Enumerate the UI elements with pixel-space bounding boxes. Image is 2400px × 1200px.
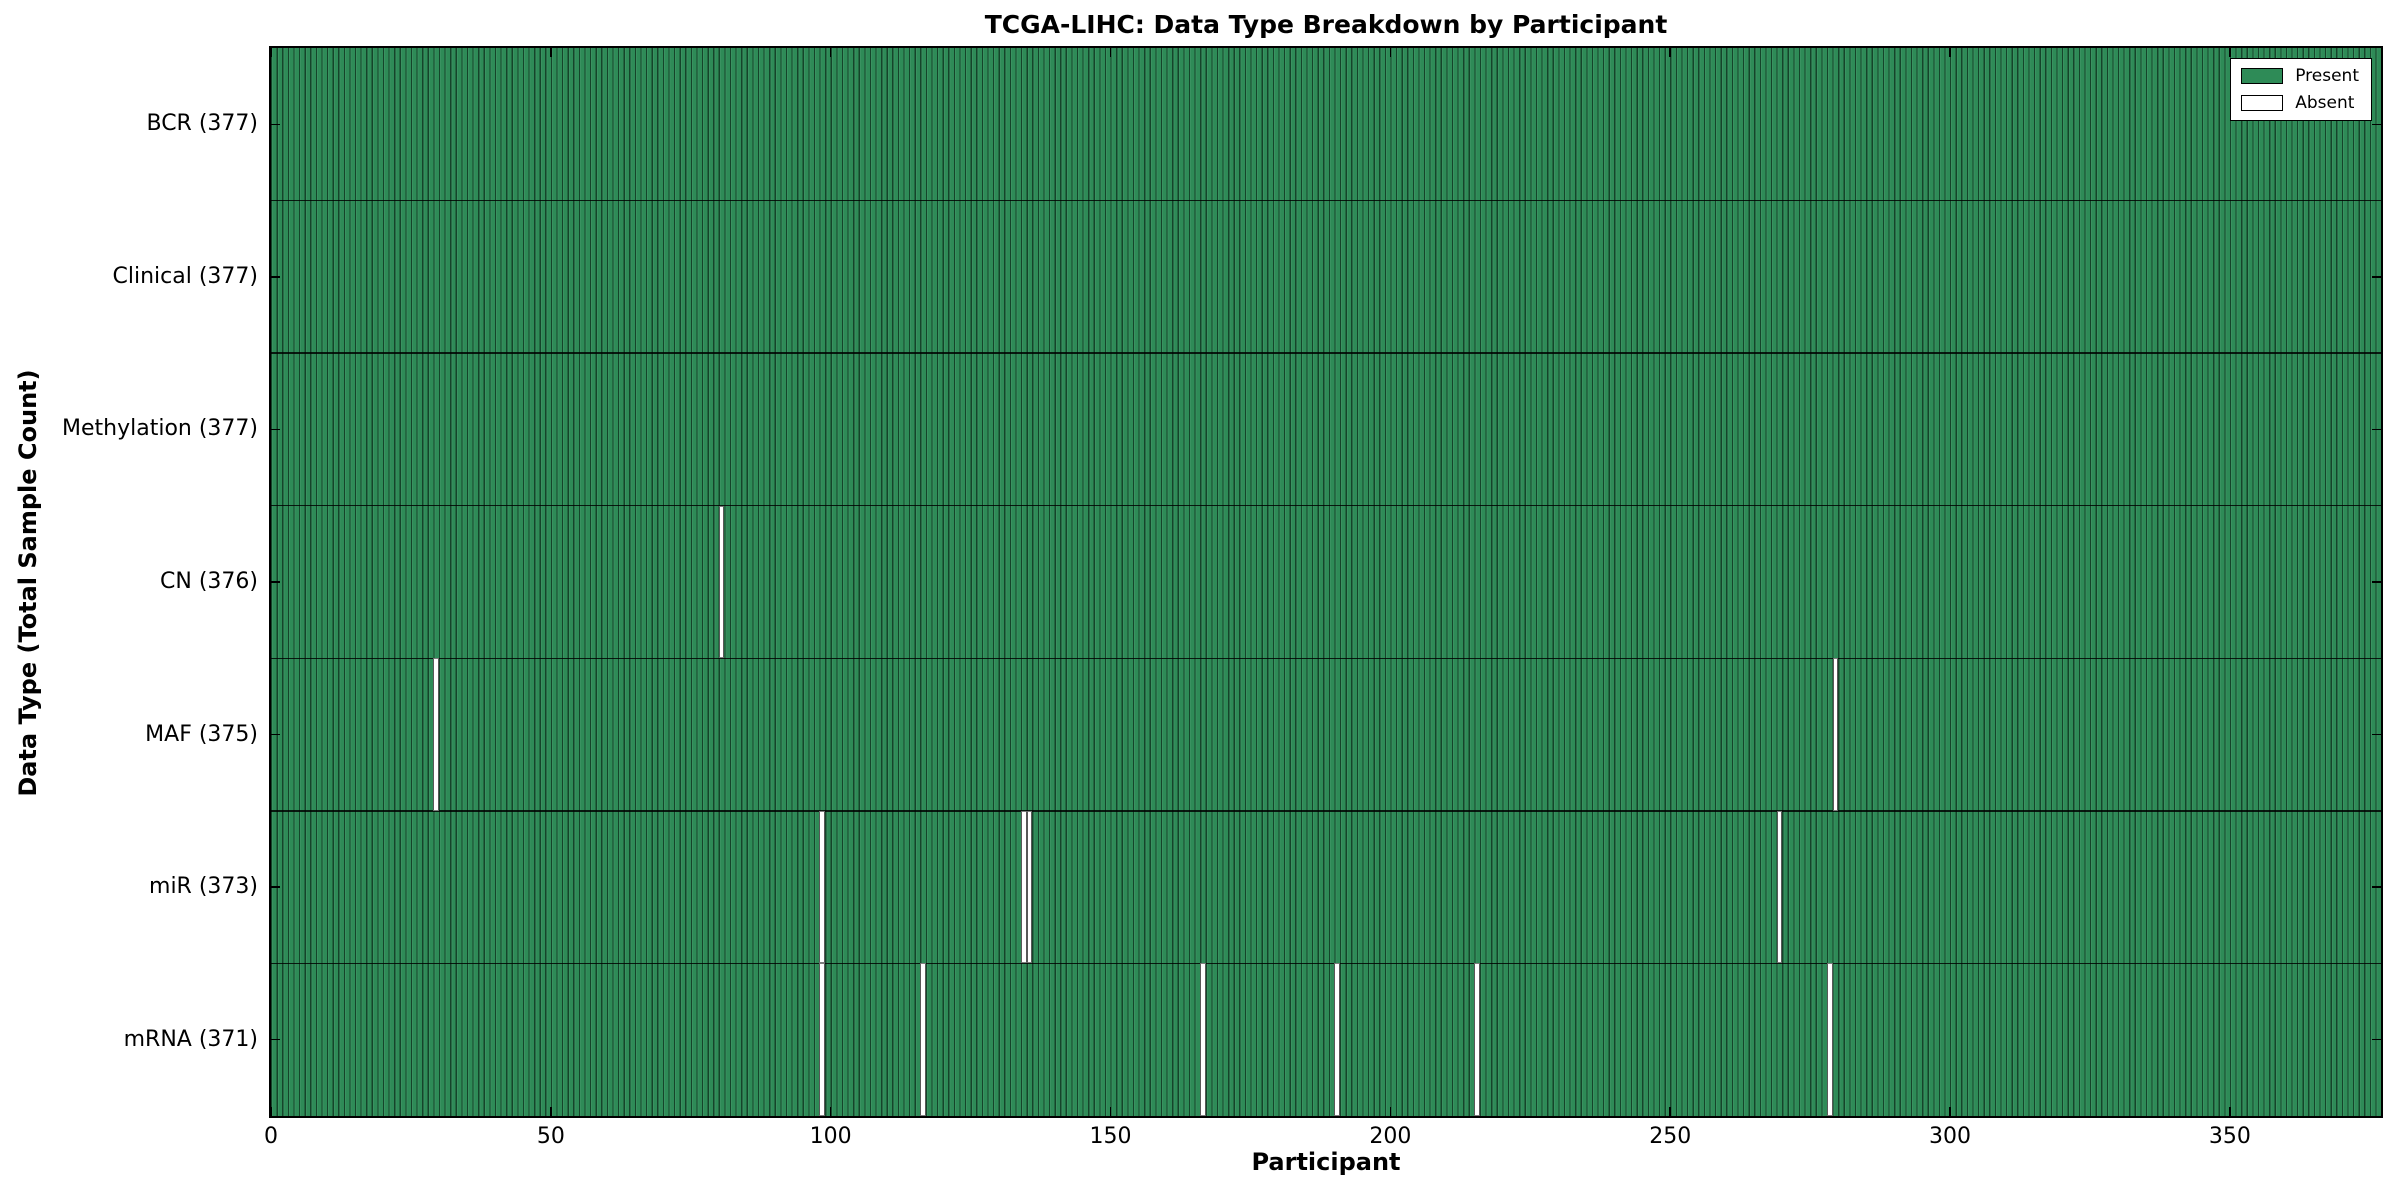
- y-tick-label: MAF (375): [145, 721, 258, 747]
- y-tick-mark: [2372, 123, 2381, 126]
- legend-label-present: Present: [2295, 66, 2359, 86]
- x-tick-mark: [1389, 1107, 1392, 1116]
- y-tick-label: Clinical (377): [112, 263, 258, 289]
- x-axis-label: Participant: [1251, 1148, 1401, 1176]
- y-tick-mark: [2372, 886, 2381, 888]
- y-tick-label: mRNA (371): [123, 1026, 258, 1052]
- y-tick-mark: [2372, 733, 2381, 736]
- y-tick-mark: [2372, 276, 2381, 278]
- y-tick-label: CN (376): [160, 569, 258, 594]
- absent-bar: [1776, 810, 1783, 964]
- x-tick-mark: [2229, 1107, 2231, 1116]
- absent-bar: [920, 963, 926, 1116]
- present-swatch: [2241, 68, 2284, 84]
- x-tick-label: 100: [809, 1124, 852, 1149]
- x-tick-mark: [1669, 1107, 1671, 1116]
- absent-bar: [1826, 963, 1833, 1116]
- absent-bar: [1200, 963, 1206, 1116]
- y-tick-label: Methylation (377): [62, 416, 258, 442]
- absent-bar: [819, 810, 826, 964]
- absent-bar: [433, 658, 439, 811]
- y-tick-label: miR (373): [149, 874, 258, 900]
- x-tick-mark: [829, 1107, 832, 1116]
- row-separator: [271, 810, 2381, 812]
- x-tick-mark: [1389, 48, 1392, 57]
- x-tick-mark: [1949, 48, 1951, 57]
- y-tick-mark: [271, 733, 280, 736]
- row-separator: [271, 505, 2381, 507]
- absent-bar: [1832, 658, 1839, 811]
- x-tick-label: 300: [1929, 1124, 1972, 1149]
- y-tick-mark: [271, 581, 280, 583]
- x-tick-mark: [550, 1107, 552, 1116]
- y-tick-mark: [2372, 581, 2381, 583]
- absent-bar: [1474, 963, 1480, 1116]
- y-tick-mark: [271, 886, 280, 888]
- legend: Present Absent: [2230, 58, 2372, 121]
- absent-swatch: [2241, 95, 2284, 111]
- x-tick-mark: [270, 48, 272, 57]
- x-tick-mark: [1109, 48, 1112, 57]
- absent-bar: [819, 963, 826, 1116]
- y-tick-mark: [271, 123, 280, 126]
- y-tick-mark: [271, 428, 280, 431]
- x-tick-label: 150: [1089, 1124, 1132, 1149]
- y-tick-mark: [2372, 428, 2381, 431]
- legend-item-absent: Absent: [2241, 93, 2359, 113]
- x-tick-mark: [270, 1107, 272, 1116]
- x-tick-label: 350: [2208, 1124, 2251, 1149]
- absent-bar: [718, 505, 725, 659]
- row-separator: [271, 352, 2381, 354]
- x-tick-label: 50: [536, 1124, 565, 1149]
- x-tick-mark: [829, 48, 832, 57]
- absent-bar: [1026, 810, 1033, 964]
- row-separator: [271, 657, 2381, 659]
- absent-bar: [1020, 810, 1027, 964]
- x-tick-mark: [550, 48, 552, 57]
- y-tick-mark: [271, 276, 280, 278]
- absent-bar: [1334, 963, 1340, 1116]
- chart-title: TCGA-LIHC: Data Type Breakdown by Partic…: [984, 10, 1668, 39]
- plot-area: Present Absent: [269, 46, 2383, 1118]
- x-tick-label: 0: [264, 1124, 278, 1149]
- row-separator: [271, 199, 2381, 202]
- legend-item-present: Present: [2241, 66, 2359, 86]
- y-tick-label: BCR (377): [146, 111, 258, 137]
- row-separator: [271, 962, 2381, 965]
- x-tick-mark: [1669, 48, 1671, 57]
- x-tick-label: 200: [1369, 1124, 1412, 1149]
- legend-label-absent: Absent: [2295, 93, 2355, 113]
- y-tick-mark: [2372, 1038, 2381, 1041]
- x-tick-mark: [2229, 48, 2231, 57]
- x-tick-mark: [1109, 1107, 1112, 1116]
- y-tick-mark: [271, 1038, 280, 1041]
- x-tick-mark: [1949, 1107, 1951, 1116]
- x-tick-label: 250: [1649, 1124, 1692, 1149]
